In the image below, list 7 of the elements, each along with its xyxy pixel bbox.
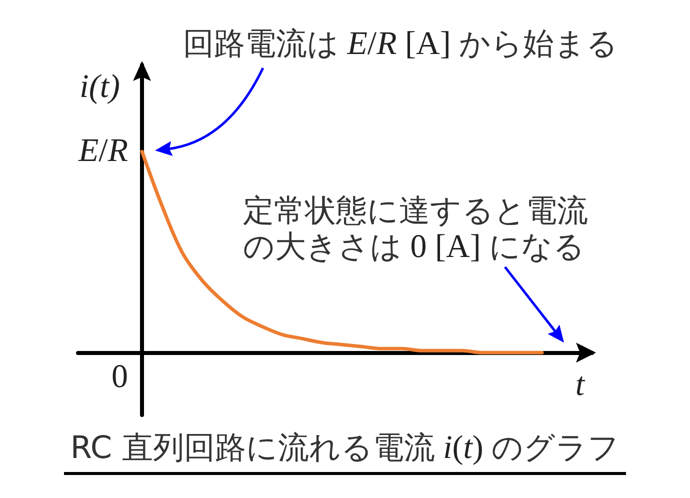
annotation: 定常状態に達すると電流の大きさは 0 [A] になる: [243, 193, 589, 265]
text: RC 直列回路に流れる電流 i(t) のグラフ: [64, 430, 626, 475]
text: E/R: [78, 133, 128, 170]
y-axis-title: i(t): [80, 69, 120, 105]
text: 回路電流は E/R [A] から始まる: [183, 26, 618, 62]
text: 0: [112, 358, 128, 395]
x-axis-title: t: [575, 367, 586, 404]
